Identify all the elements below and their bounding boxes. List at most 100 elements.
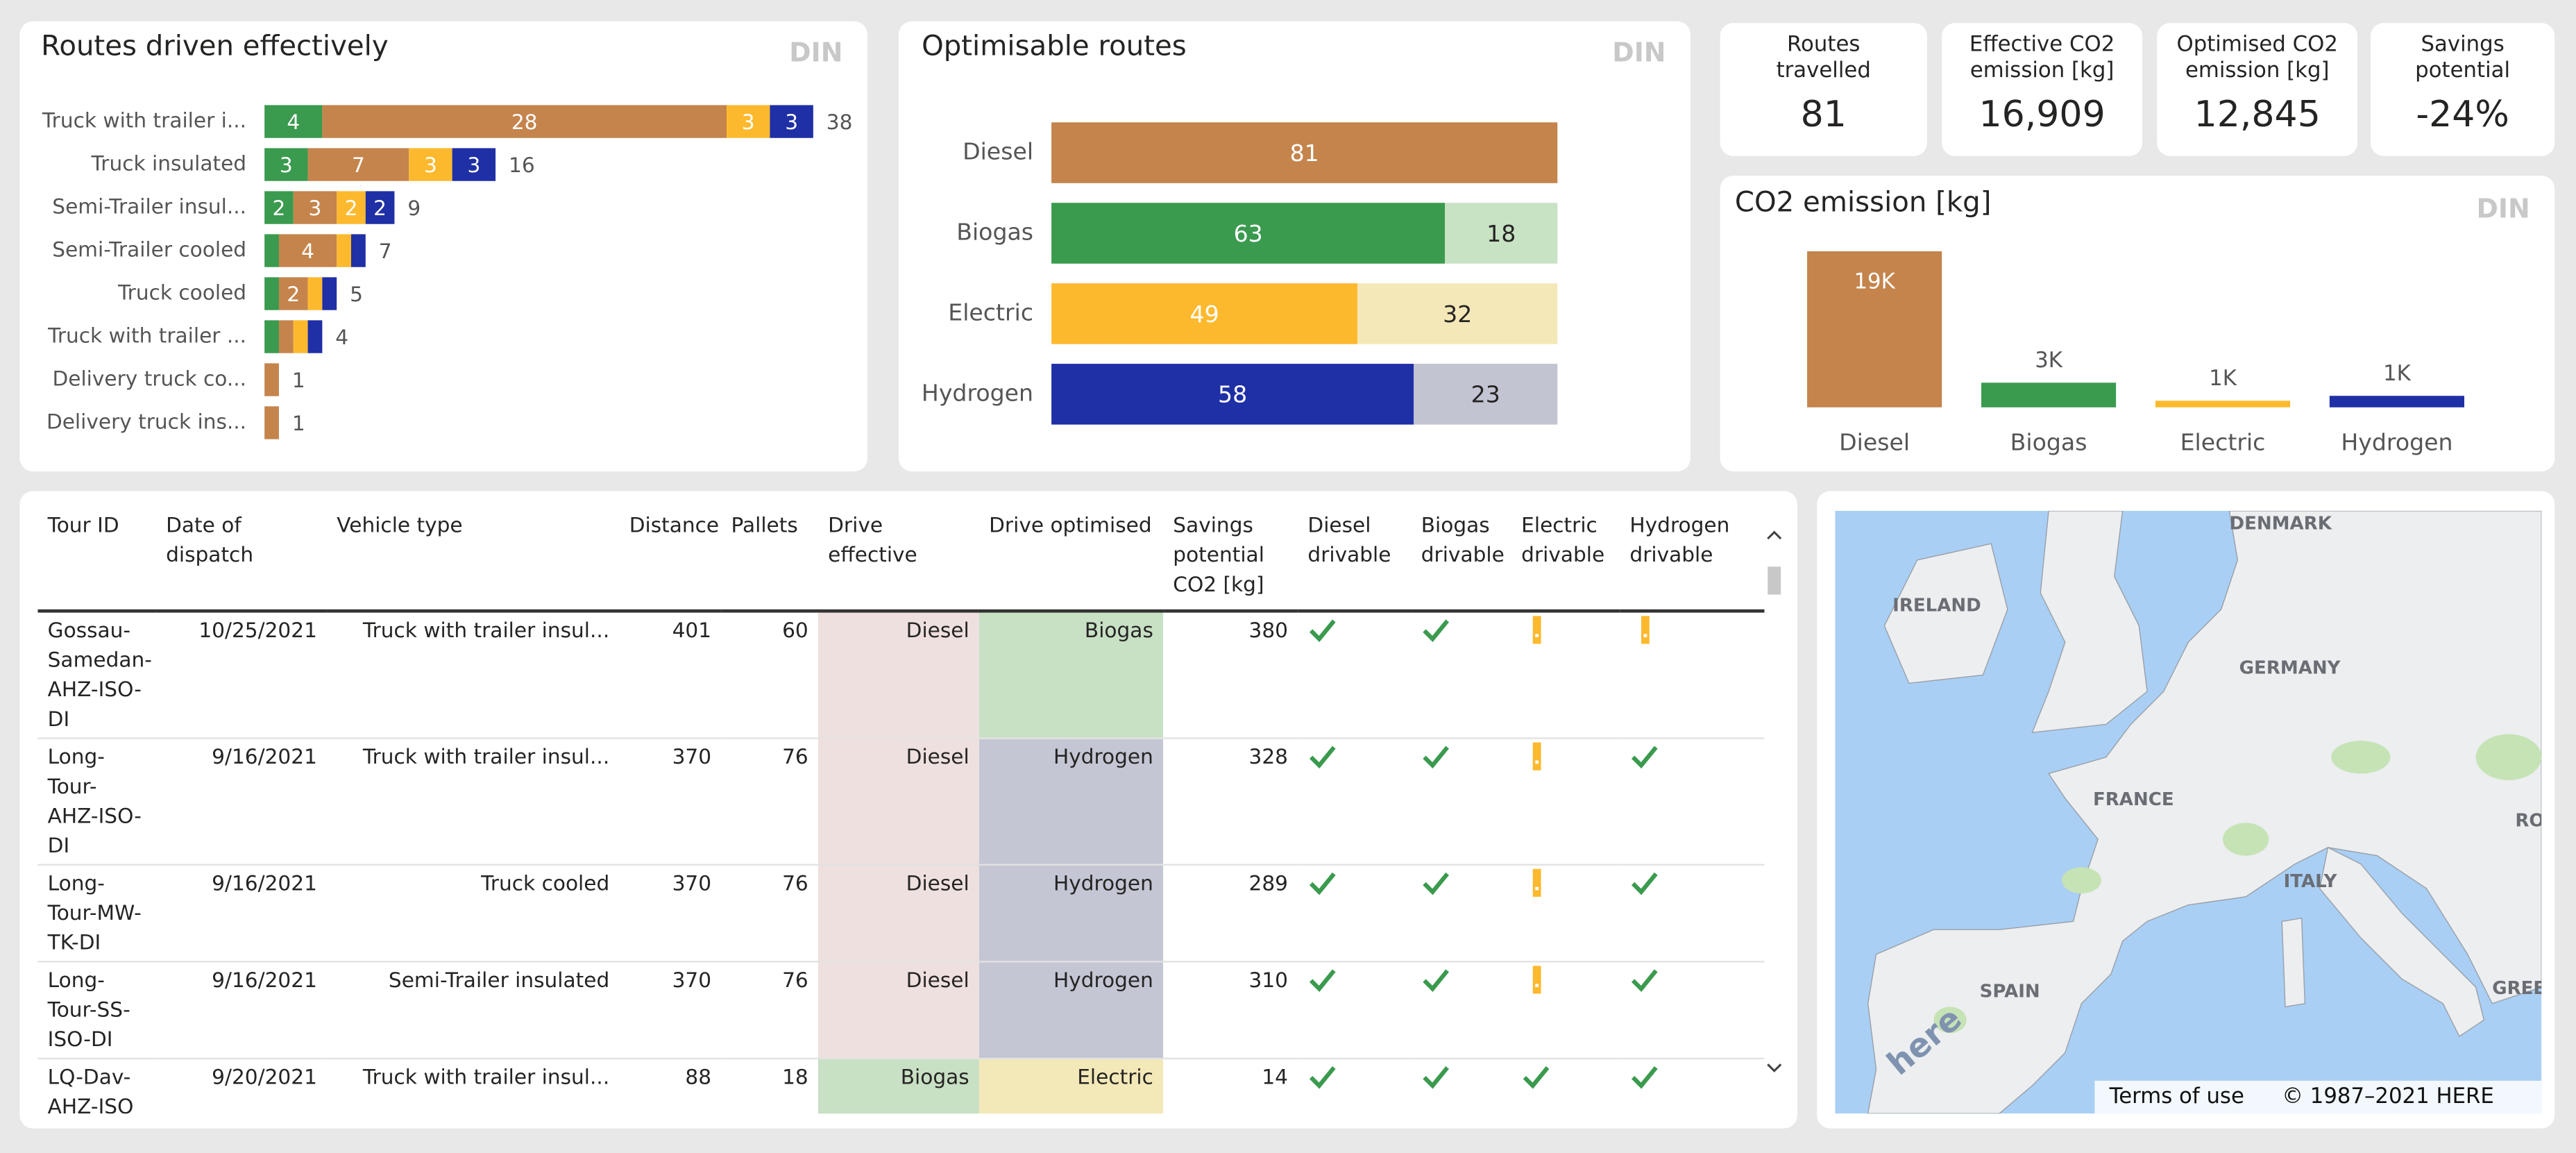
scroll-thumb[interactable]	[1768, 566, 1781, 595]
kpi-card: Savings potential -24%	[2371, 23, 2555, 156]
data-label: 2	[373, 196, 387, 220]
bar-segment	[1357, 283, 1558, 344]
data-label: 19K	[1854, 269, 1895, 294]
table-row[interactable]: Long-Tour-AHZ-ISO-DI 9/16/2021 Truck with …	[37, 738, 1765, 866]
warning-notch	[1535, 984, 1539, 988]
kpi-label: Savings potential	[2415, 33, 2511, 84]
warning-notch	[1535, 886, 1539, 891]
category-label: Semi-Trailer insul...	[52, 195, 246, 219]
column-header[interactable]: Hydrogen drivable	[1620, 504, 1765, 613]
total-label: 38	[827, 110, 853, 134]
table-cell	[1511, 864, 1620, 963]
land	[1867, 510, 2542, 1114]
warning-icon	[1532, 868, 1541, 897]
map-terms[interactable]: Terms of use	[2109, 1084, 2244, 1109]
total-label: 4	[335, 326, 348, 349]
kpi-value: 81	[1800, 95, 1847, 137]
kpi-label: Optimised CO2 emission [kg]	[2176, 33, 2338, 84]
map-label: RO	[2515, 811, 2541, 832]
check-icon	[1309, 969, 1336, 992]
check-path	[1423, 969, 1450, 992]
table-cell	[1411, 1058, 1511, 1114]
scroll-up[interactable]	[1767, 530, 1782, 540]
data-label: 63	[1234, 220, 1263, 247]
column-header[interactable]: Electric drivable	[1511, 504, 1620, 613]
bar-segment	[264, 105, 323, 138]
bar-segment	[293, 191, 337, 224]
table-cell: Long-Tour-AHZ-ISO-DI	[37, 738, 156, 866]
column-header[interactable]: Date of dispatch	[155, 504, 328, 613]
check-icon	[1631, 746, 1658, 769]
kpi-value: -24%	[2416, 95, 2509, 137]
column-header[interactable]: Biogas drivable	[1411, 504, 1511, 613]
table-cell: 328	[1163, 738, 1298, 866]
table-cell: Biogas	[817, 1058, 979, 1114]
table-cell: Semi-Trailer insulated	[327, 961, 620, 1060]
column-header[interactable]: Drive optimised	[978, 504, 1164, 613]
table-cell: Electric	[978, 1058, 1164, 1114]
warning-notch	[1535, 760, 1539, 764]
table-cell	[1411, 611, 1511, 739]
warning-bar	[1532, 742, 1541, 771]
bar-segment	[1445, 203, 1558, 264]
category-label: Electric	[948, 298, 1033, 326]
table-cell: 380	[1163, 611, 1298, 739]
chart: CO2 emission [kg] DIN 19K Diesel 3K Biogas 1K E…	[1735, 186, 2530, 455]
warning-icon	[1532, 742, 1541, 771]
column-header[interactable]: Savings potential CO2 [kg]	[1163, 504, 1298, 613]
column-header[interactable]: Diesel drivable	[1298, 504, 1412, 613]
column-header[interactable]: Drive effective	[817, 504, 979, 613]
bar-segment	[293, 320, 308, 353]
data-label: 2	[287, 283, 300, 306]
scrollbar-graphic	[1767, 530, 1782, 1072]
bar-segment	[278, 277, 308, 310]
table-row[interactable]: Long-Tour-SS-ISO-DI 9/16/2021 Semi-Trailer…	[37, 961, 1765, 1060]
bar	[2329, 396, 2465, 407]
scroll-down[interactable]	[1767, 1063, 1782, 1072]
column-header[interactable]: Distance	[619, 504, 722, 613]
column-header[interactable]: Tour ID	[37, 504, 156, 613]
check-path	[1631, 969, 1658, 992]
check-icon	[1423, 1066, 1450, 1089]
kpi-label: Effective CO2 emission [kg]	[1969, 33, 2115, 84]
table-row[interactable]: Gossau-Samedan-AHZ-ISO-DI 10/25/2021 Truck…	[37, 611, 1765, 739]
total-label: 7	[379, 239, 392, 263]
table-row[interactable]: LQ-Dav-AHZ-ISO 9/20/2021 Truck with traile…	[37, 1058, 1765, 1114]
table-cell	[1298, 864, 1412, 963]
table-cell	[1620, 864, 1765, 963]
category-label: Truck cooled	[117, 281, 246, 305]
bar-segment	[337, 191, 366, 224]
table-cell	[1411, 864, 1511, 963]
data-label: 3K	[2035, 348, 2063, 373]
bar-segment	[264, 234, 279, 267]
table-cell	[1620, 738, 1765, 866]
table-cell	[1511, 738, 1620, 866]
table-cell: 370	[619, 864, 722, 963]
table-cell	[1411, 961, 1511, 1060]
table-viewport: Tour ID Date of dispatch Vehicle type Dista…	[37, 504, 1765, 1114]
table-cell	[1620, 961, 1765, 1060]
map[interactable]: DENMARK IRELAND GERMANY FRANCE ITALY SPA…	[1835, 510, 2542, 1114]
table-cell: Truck cooled	[327, 864, 620, 963]
table-cell	[1511, 1058, 1620, 1114]
column-header[interactable]: Vehicle type	[327, 504, 620, 613]
data-label: 3	[280, 153, 293, 177]
chart-badge: DIN	[789, 37, 842, 68]
scrollbar[interactable]	[1765, 514, 1784, 1106]
table-cell: 9/16/2021	[155, 864, 328, 963]
category-label: Truck insulated	[91, 152, 247, 176]
check-path	[1631, 872, 1658, 895]
table-cell: 9/20/2021	[155, 1058, 328, 1114]
map-copyright: © 1987–2021 HERE	[2282, 1084, 2494, 1109]
column-header[interactable]: Pallets	[721, 504, 818, 613]
table-cell	[1620, 611, 1765, 739]
chart: Routes driven effectively DIN Truck with t…	[41, 31, 853, 439]
check-path	[1309, 746, 1336, 769]
table-row[interactable]: Long-Tour-MW-TK-DI 9/16/2021 Truck cooled 3…	[37, 864, 1765, 963]
data-label: 2	[345, 196, 358, 220]
chart-badge: DIN	[2476, 193, 2530, 224]
map-label: IRELAND	[1892, 596, 1981, 616]
table-cell: Gossau-Samedan-AHZ-ISO-DI	[37, 611, 156, 739]
